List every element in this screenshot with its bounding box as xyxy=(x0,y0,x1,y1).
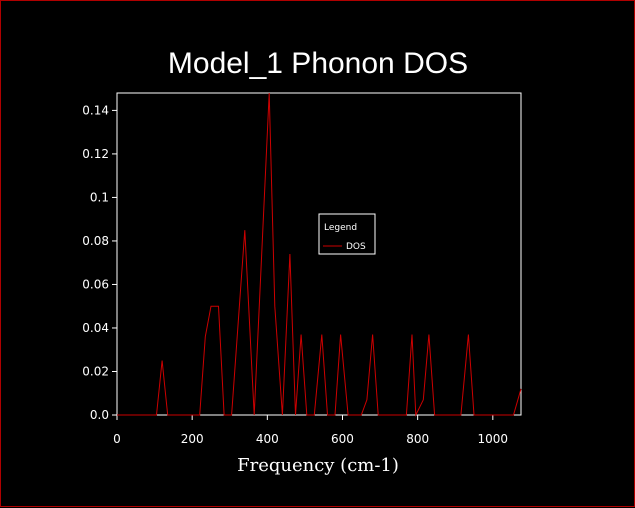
x-tick-label: 800 xyxy=(406,432,429,446)
x-tick-label: 400 xyxy=(256,432,279,446)
y-tick-label: 0.02 xyxy=(82,364,109,378)
series-layer xyxy=(117,92,522,417)
y-tick-label: 0.06 xyxy=(82,277,109,291)
x-axis: 0 200 400 600 800 1000 xyxy=(113,415,508,446)
series-line-dos xyxy=(117,92,522,417)
y-tick-label: 0.14 xyxy=(82,103,109,117)
legend-dos-label: DOS xyxy=(346,242,366,252)
legend-box xyxy=(318,213,376,255)
x-tick-label: 600 xyxy=(331,432,354,446)
plot-area-frame xyxy=(116,92,522,416)
y-tick-label: 0.04 xyxy=(82,321,109,335)
x-tick-label: 1000 xyxy=(478,432,509,446)
y-tick-label: 0.12 xyxy=(82,147,109,161)
y-tick-label: 0.1 xyxy=(90,190,109,204)
y-tick-label: 0.0 xyxy=(90,408,109,422)
legend-title: Legend xyxy=(324,223,357,233)
y-tick-label: 0.08 xyxy=(82,234,109,248)
x-tick-label: 0 xyxy=(113,432,121,446)
x-axis-label: Frequency (cm-1) xyxy=(237,455,399,476)
y-axis: 0.0 0.02 0.04 0.06 0.08 0.1 0.12 0.14 xyxy=(82,103,117,422)
chart-title: Model_1 Phonon DOS xyxy=(168,47,468,80)
legend: Legend DOS xyxy=(318,213,376,255)
x-tick-label: 200 xyxy=(181,432,204,446)
